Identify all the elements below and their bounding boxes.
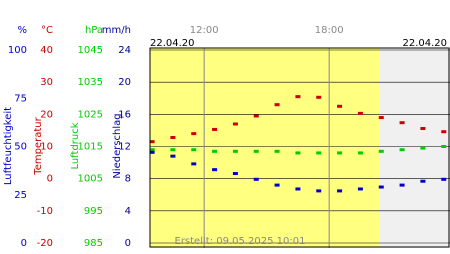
data-point <box>420 146 426 150</box>
axis-unit: % <box>17 25 27 36</box>
data-point <box>232 172 238 176</box>
data-point <box>357 187 363 191</box>
data-point <box>378 149 384 153</box>
plot-border <box>149 47 450 248</box>
data-point <box>170 135 176 139</box>
data-point <box>191 148 197 152</box>
y-tick-label: 0 <box>21 238 27 249</box>
y-tick-label: 0 <box>47 174 53 185</box>
y-tick-label: -10 <box>37 206 53 217</box>
data-point <box>149 140 155 144</box>
data-point <box>316 151 322 155</box>
data-point <box>149 150 155 154</box>
data-point <box>295 151 301 155</box>
data-point <box>441 130 447 134</box>
data-point <box>420 126 426 130</box>
axis-unit: hPa <box>85 25 103 36</box>
axis-title: Niederschlag <box>112 113 123 178</box>
y-tick-label: 1045 <box>78 45 103 56</box>
y-tick-label: 1015 <box>78 142 103 153</box>
data-point <box>232 122 238 126</box>
y-tick-label: 20 <box>40 109 53 120</box>
data-point <box>316 189 322 193</box>
y-tick-label: 50 <box>14 142 27 153</box>
axis-unit: °C <box>41 25 53 36</box>
data-point <box>170 154 176 158</box>
y-tick-label: 24 <box>118 45 131 56</box>
data-point <box>441 145 447 148</box>
x-tick-label: 18:00 <box>315 25 344 36</box>
data-point <box>232 149 238 153</box>
data-point <box>441 177 447 181</box>
axis-title: Luftdruck <box>70 122 81 169</box>
data-point <box>170 148 176 152</box>
data-point <box>357 151 363 155</box>
x-tick-label: 12:00 <box>190 25 219 36</box>
data-point <box>337 104 343 108</box>
y-tick-label: 40 <box>40 45 53 56</box>
data-point <box>149 148 155 152</box>
y-tick-label: 1035 <box>78 77 103 88</box>
y-tick-label: 30 <box>40 77 53 88</box>
daylight-area <box>150 48 380 248</box>
y-tick-label: 10 <box>40 142 53 153</box>
data-point <box>253 177 259 181</box>
y-tick-label: 985 <box>84 238 103 249</box>
data-point <box>274 103 280 107</box>
data-point <box>420 179 426 183</box>
data-point <box>253 149 259 153</box>
y-tick-label: 4 <box>125 206 131 217</box>
data-point <box>212 168 218 172</box>
y-tick-label: 1005 <box>78 174 103 185</box>
data-point <box>337 151 343 155</box>
data-point <box>212 149 218 153</box>
y-tick-label: 1025 <box>78 109 103 120</box>
data-point <box>295 95 301 99</box>
data-point <box>253 114 259 118</box>
data-point <box>274 149 280 153</box>
y-tick-label: 12 <box>118 142 131 153</box>
footer: Erstellt: 09.05.2025 10:01 <box>175 236 306 247</box>
data-point <box>274 183 280 187</box>
data-point <box>357 111 363 115</box>
data-point <box>399 121 405 125</box>
data-point <box>316 95 322 99</box>
axis-unit: mm/h <box>102 25 131 36</box>
y-tick-label: 0 <box>125 238 131 249</box>
y-tick-label: 8 <box>125 174 131 185</box>
data-point <box>399 148 405 152</box>
y-tick-label: 100 <box>8 45 27 56</box>
date-start: 22.04.20 <box>150 38 195 49</box>
data-point <box>399 183 405 187</box>
y-tick-label: 25 <box>14 190 27 201</box>
y-tick-label: 995 <box>84 206 103 217</box>
data-point <box>378 185 384 189</box>
data-point <box>337 189 343 193</box>
data-point <box>295 187 301 191</box>
data-point <box>212 127 218 131</box>
y-tick-label: 16 <box>118 109 131 120</box>
date-end: 22.04.20 <box>402 38 447 49</box>
y-tick-label: 75 <box>14 93 27 104</box>
y-tick-label: 20 <box>118 77 131 88</box>
axis-title: Temperatur <box>33 116 44 175</box>
data-point <box>378 116 384 120</box>
axis-title: Luftfeuchtigkeit <box>3 107 14 185</box>
data-point <box>191 132 197 136</box>
data-point <box>191 162 197 166</box>
y-tick-label: -20 <box>37 238 53 249</box>
